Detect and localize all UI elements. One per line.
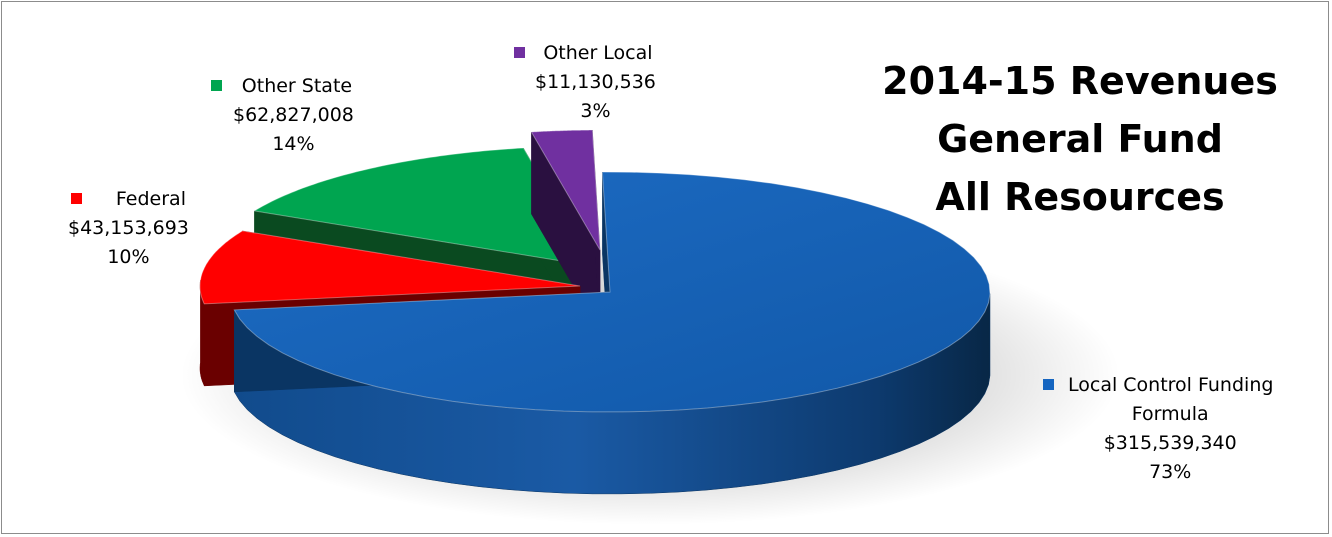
pie-slice-top-local-control — [233, 171, 991, 413]
label-name-federal: Federal — [115, 188, 186, 210]
data-label-other-state: Other State $62,827,008 14% — [209, 72, 354, 159]
label-name-other-local: Other Local — [543, 42, 653, 64]
data-label-federal: Federal $43,153,693 10% — [68, 185, 189, 272]
pie-slice-other-local — [530, 129, 601, 333]
pie-slice-side-federal — [199, 280, 205, 387]
label-name-local-control-1: Local Control Funding — [1068, 374, 1274, 396]
legend-swatch-local-control — [1043, 379, 1054, 390]
pie-slice-top-other-state — [252, 147, 593, 267]
label-percent-other-state: 14% — [272, 133, 315, 155]
title-line-2: General Fund — [937, 117, 1223, 161]
chart-title: 2014-15 Revenues General Fund All Resour… — [860, 52, 1300, 226]
title-line-3: All Resources — [935, 175, 1225, 219]
data-label-local-control: Local Control Funding Formula $315,539,3… — [1043, 371, 1273, 487]
pie-slice-local-control — [233, 171, 991, 495]
pie-slice-top-federal — [199, 230, 581, 305]
label-name-other-state: Other State — [241, 75, 353, 97]
label-percent-other-local: 3% — [580, 100, 611, 122]
legend-swatch-other-state — [210, 80, 222, 91]
legend-swatch-federal — [70, 193, 82, 204]
title-line-1: 2014-15 Revenues — [882, 59, 1278, 103]
label-value-federal: $43,153,693 — [68, 217, 189, 239]
label-percent-federal: 10% — [107, 246, 150, 268]
label-value-local-control: $315,539,340 — [1103, 432, 1237, 454]
label-percent-local-control: 73% — [1149, 461, 1192, 483]
pie-slice-top-other-local — [530, 129, 601, 251]
legend-swatch-other-local — [514, 47, 526, 58]
data-label-other-local: Other Local $11,130,536 3% — [511, 39, 656, 126]
label-name-local-control-2: Formula — [1131, 403, 1209, 425]
label-value-other-local: $11,130,536 — [535, 71, 656, 93]
label-value-other-state: $62,827,008 — [233, 104, 354, 126]
